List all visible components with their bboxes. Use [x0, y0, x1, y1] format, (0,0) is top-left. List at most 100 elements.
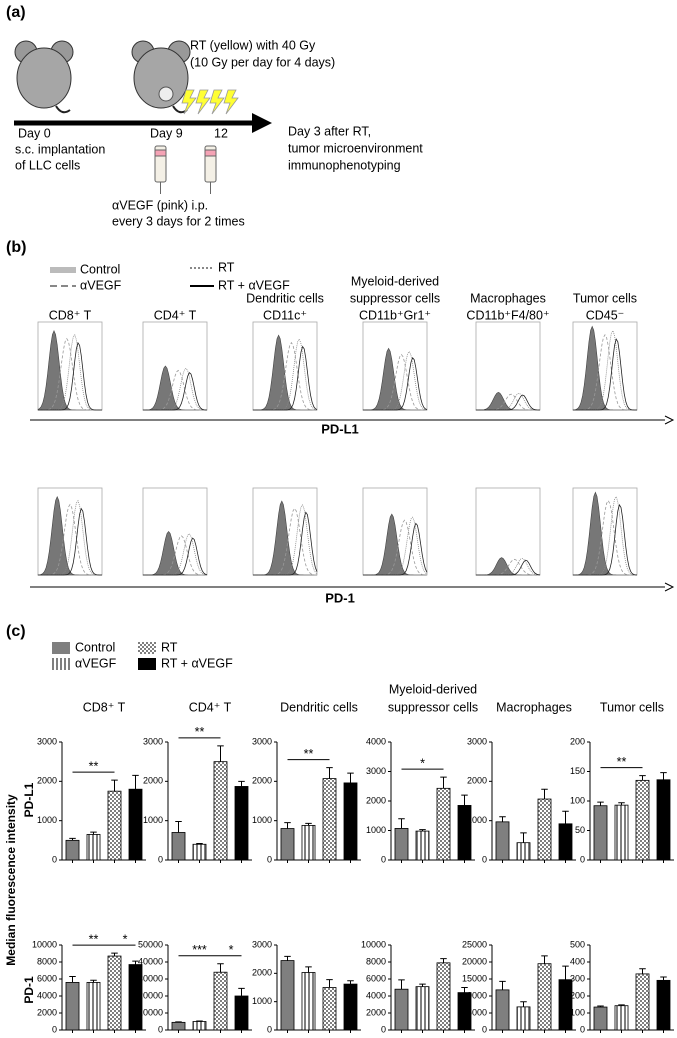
bar: [394, 988, 409, 1031]
bar: [436, 962, 451, 1031]
y-tick-label: 1000: [252, 996, 272, 1006]
error-bar: [499, 816, 506, 822]
histogram: [37, 495, 102, 576]
significance-label: **: [195, 725, 205, 739]
y-tick-label: 0: [267, 854, 272, 864]
y-tick-label: 0: [267, 1024, 272, 1034]
chart-title: Tumor cells: [600, 700, 664, 714]
bar: [614, 1005, 629, 1031]
bar: [457, 805, 472, 861]
bar: [301, 824, 316, 861]
y-tick-label: 10000: [361, 939, 386, 949]
bar: [537, 963, 552, 1031]
histogram: [476, 394, 541, 411]
error-bar: [461, 987, 468, 993]
y-tick-label: 50: [575, 825, 585, 835]
histogram: [572, 325, 637, 411]
y-tick-label: 150: [570, 766, 585, 776]
text: Day 3 after RT,: [288, 124, 371, 138]
timeline-arrow: [252, 113, 272, 133]
chart-title: CD8⁺ T: [83, 700, 126, 714]
legend-swatch: [138, 642, 156, 654]
histogram: [362, 347, 427, 411]
row-label: PD-1: [22, 976, 36, 1004]
error-bar: [398, 979, 405, 990]
y-tick-label: 8000: [366, 956, 386, 966]
row-label: PD-L1: [22, 782, 36, 817]
mouse: [14, 40, 74, 114]
y-tick-label: 3000: [252, 939, 272, 949]
y-tick-label: 25000: [462, 939, 487, 949]
text: every 3 days for 2 times: [112, 214, 245, 228]
bar: [86, 982, 101, 1031]
bar: [280, 828, 295, 861]
bar: [192, 1021, 207, 1031]
bar: [495, 821, 510, 861]
column-title: CD45⁻: [586, 308, 625, 322]
bar: [192, 843, 207, 861]
column-title: Dendritic cells: [246, 291, 324, 305]
text: Day 0: [18, 126, 51, 140]
bar: [537, 798, 552, 861]
y-tick-label: 20000: [462, 956, 487, 966]
error-bar: [305, 822, 312, 826]
error-bar: [111, 779, 118, 792]
significance-label: **: [304, 747, 314, 761]
column-title: CD8⁺ T: [49, 308, 92, 322]
histogram: [573, 338, 638, 411]
syringe: [154, 145, 217, 194]
column-title: Macrophages: [470, 291, 546, 305]
histogram: [476, 559, 541, 576]
histogram: [253, 511, 318, 576]
legend-label: RT: [218, 260, 235, 274]
significance-label: **: [89, 932, 99, 946]
bar: [234, 786, 249, 861]
significance-label: ***: [192, 943, 207, 957]
error-bar: [597, 801, 604, 806]
error-bar: [398, 818, 405, 829]
error-bar: [132, 774, 139, 790]
text: (10 Gy per day for 4 days): [190, 55, 335, 69]
legend-swatch: [52, 658, 70, 670]
legend-label: RT + αVEGF: [218, 278, 290, 292]
y-tick-label: 200: [570, 736, 585, 746]
histogram: [253, 345, 318, 411]
error-bar: [597, 1005, 604, 1008]
error-bar: [639, 968, 646, 974]
chart-title: Myeloid-derived: [389, 682, 477, 696]
error-bar: [347, 772, 354, 783]
bar: [415, 830, 430, 861]
chart-title: CD4⁺ T: [189, 700, 232, 714]
y-tick-label: 100: [570, 1007, 585, 1017]
legend: Control αVEGF RT RT + αVEGF: [50, 260, 290, 292]
legend-swatch: [138, 658, 156, 670]
text: RT (yellow) with 40 Gy: [190, 38, 316, 52]
bar: [516, 842, 531, 861]
text: Day 9: [150, 126, 183, 140]
error-bar: [520, 832, 527, 843]
y-tick-label: 0: [482, 1024, 487, 1034]
error-bar: [132, 960, 139, 965]
y-tick-label: 30000: [138, 973, 163, 983]
panel-label: (b): [6, 239, 26, 256]
bar: [343, 782, 358, 861]
y-tick-label: 10000: [32, 939, 57, 949]
error-bar: [305, 966, 312, 973]
bar: [301, 972, 316, 1031]
error-bar: [639, 775, 646, 781]
lightning: [181, 89, 239, 115]
bar: [394, 828, 409, 861]
y-tick-label: 5000: [467, 1007, 487, 1017]
bar: [322, 987, 337, 1031]
bar: [234, 995, 249, 1031]
y-tick-label: 3000: [467, 736, 487, 746]
histogram: [252, 334, 317, 411]
y-tick-label: 3000: [252, 736, 272, 746]
significance-label: **: [89, 759, 99, 773]
y-tick-label: 1000: [252, 815, 272, 825]
bar: [128, 788, 143, 861]
y-tick-label: 2000: [467, 776, 487, 786]
bar: [516, 1006, 531, 1031]
error-bar: [90, 831, 97, 835]
bar: [558, 823, 573, 861]
